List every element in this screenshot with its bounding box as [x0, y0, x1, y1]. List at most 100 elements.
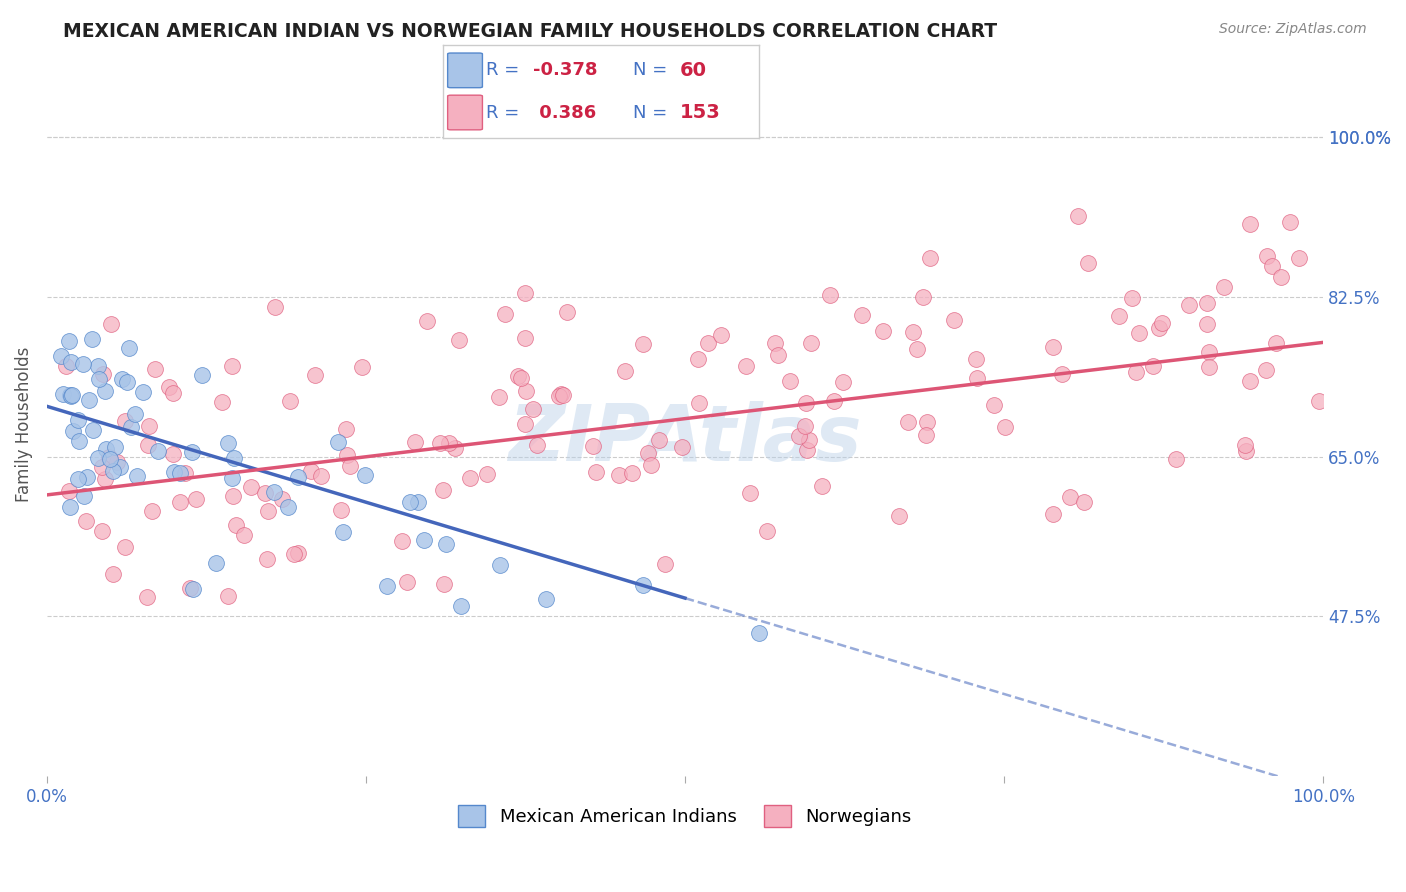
Point	[72, 489, 94, 503]
Point	[582, 439, 605, 453]
Point	[983, 398, 1005, 412]
Point	[375, 579, 398, 593]
Point	[1077, 256, 1099, 270]
Point	[169, 466, 191, 480]
Point	[416, 314, 439, 328]
Point	[794, 396, 817, 410]
Point	[1195, 296, 1218, 310]
Point	[391, 534, 413, 549]
Point	[1108, 309, 1130, 323]
Point	[120, 420, 142, 434]
Point	[174, 466, 197, 480]
Point	[191, 368, 214, 382]
Point	[277, 500, 299, 514]
Point	[148, 444, 170, 458]
Point	[181, 582, 204, 596]
Point	[309, 469, 332, 483]
Point	[105, 455, 128, 469]
Point	[96, 442, 118, 456]
Point	[104, 440, 127, 454]
Point	[221, 359, 243, 373]
Point	[240, 480, 263, 494]
Point	[522, 402, 544, 417]
Point	[278, 393, 301, 408]
Point	[335, 422, 357, 436]
Point	[433, 577, 456, 591]
Point	[179, 581, 201, 595]
Point	[640, 458, 662, 472]
Point	[1059, 490, 1081, 504]
Point	[169, 495, 191, 509]
Point	[735, 359, 758, 373]
Point	[1050, 367, 1073, 381]
Point	[887, 508, 910, 523]
Point	[1270, 269, 1292, 284]
Point	[696, 335, 718, 350]
Point	[162, 447, 184, 461]
Point	[263, 300, 285, 314]
Point	[1128, 326, 1150, 340]
Point	[607, 468, 630, 483]
Point	[907, 342, 929, 356]
Legend: Mexican American Indians, Norwegians: Mexican American Indians, Norwegians	[451, 797, 920, 834]
Point	[943, 313, 966, 327]
Point	[87, 450, 110, 465]
Point	[124, 407, 146, 421]
Point	[94, 384, 117, 399]
Point	[396, 574, 419, 589]
Point	[513, 417, 536, 431]
Point	[87, 372, 110, 386]
Point	[52, 387, 75, 401]
Point	[748, 625, 770, 640]
Point	[91, 459, 114, 474]
Point	[671, 440, 693, 454]
Point	[738, 486, 761, 500]
Point	[157, 380, 180, 394]
Point	[550, 386, 572, 401]
Point	[832, 375, 855, 389]
Point	[118, 341, 141, 355]
Point	[162, 386, 184, 401]
Point	[475, 467, 498, 482]
Point	[1308, 393, 1330, 408]
Point	[513, 286, 536, 301]
Point	[811, 479, 834, 493]
Point	[82, 332, 104, 346]
Text: R =: R =	[485, 103, 524, 121]
Point	[1042, 340, 1064, 354]
Point	[1142, 359, 1164, 373]
Point	[1197, 317, 1219, 331]
Point	[548, 389, 571, 403]
Point	[217, 436, 239, 450]
Point	[508, 369, 530, 384]
Point	[257, 503, 280, 517]
Point	[763, 335, 786, 350]
Point	[1233, 437, 1256, 451]
Point	[60, 389, 83, 403]
Point	[72, 357, 94, 371]
Point	[654, 558, 676, 572]
Point	[1150, 316, 1173, 330]
Point	[211, 395, 233, 409]
Point	[263, 484, 285, 499]
Point	[299, 464, 322, 478]
Point	[515, 384, 537, 398]
Point	[901, 325, 924, 339]
Point	[494, 307, 516, 321]
Text: MEXICAN AMERICAN INDIAN VS NORWEGIAN FAMILY HOUSEHOLDS CORRELATION CHART: MEXICAN AMERICAN INDIAN VS NORWEGIAN FAM…	[63, 22, 997, 41]
Point	[1288, 252, 1310, 266]
Point	[287, 545, 309, 559]
Point	[513, 331, 536, 345]
Point	[404, 435, 426, 450]
Point	[114, 414, 136, 428]
Point	[793, 418, 815, 433]
Point	[256, 552, 278, 566]
Point	[434, 537, 457, 551]
Point	[127, 469, 149, 483]
Point	[799, 433, 821, 447]
Point	[1067, 209, 1090, 223]
Point	[326, 435, 349, 450]
Point	[59, 500, 82, 514]
Point	[779, 375, 801, 389]
Point	[87, 359, 110, 373]
